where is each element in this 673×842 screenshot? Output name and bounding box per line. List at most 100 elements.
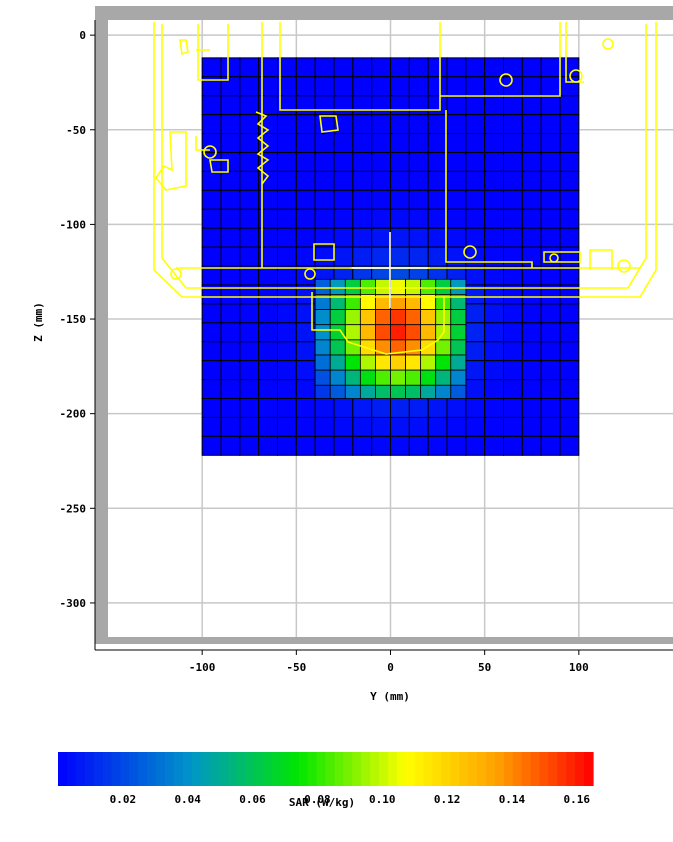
area-scan-cell bbox=[446, 208, 467, 229]
area-scan-cell bbox=[201, 57, 222, 78]
area-scan-cell bbox=[333, 57, 354, 78]
area-scan-cell bbox=[352, 435, 373, 456]
zoom-scan-cell bbox=[329, 369, 346, 386]
area-scan-cell bbox=[446, 398, 467, 418]
colorbar-segment bbox=[539, 752, 550, 786]
area-scan-cell bbox=[352, 416, 373, 437]
colorbar-tick-label: 0.02 bbox=[110, 793, 137, 806]
zoom-scan-cell bbox=[405, 324, 422, 341]
area-scan-cell bbox=[352, 95, 373, 116]
phone-outline-path bbox=[153, 22, 657, 298]
colorbar-title: SAR (W/kg) bbox=[289, 796, 355, 809]
area-scan-cell bbox=[258, 398, 278, 418]
area-scan-cell bbox=[277, 322, 297, 343]
area-scan-cell bbox=[201, 208, 222, 229]
area-scan-cell bbox=[258, 416, 278, 437]
area-scan-cell bbox=[484, 189, 504, 210]
colorbar-segment bbox=[236, 752, 246, 786]
colorbar-segment bbox=[414, 752, 425, 786]
area-scan-cell bbox=[559, 208, 580, 229]
area-scan-cell bbox=[239, 57, 260, 78]
area-scan-cell bbox=[371, 151, 391, 172]
area-scan-cell bbox=[239, 435, 260, 456]
colorbar-segment bbox=[245, 752, 255, 786]
phone-outline-circle bbox=[549, 253, 559, 263]
area-scan-cell bbox=[521, 208, 542, 229]
colorbar-segment bbox=[432, 752, 443, 786]
area-scan-cell bbox=[352, 208, 373, 229]
colorbar-segment bbox=[102, 752, 113, 786]
area-scan-cell bbox=[540, 265, 561, 286]
area-scan-cell bbox=[484, 151, 504, 172]
area-scan-cell bbox=[314, 170, 335, 191]
area-scan-cell bbox=[352, 133, 373, 153]
area-scan-cell bbox=[277, 303, 297, 324]
x-tick-label: 100 bbox=[569, 661, 589, 674]
colorbar-segment bbox=[530, 752, 541, 786]
area-scan-cell bbox=[220, 189, 241, 210]
colorbar-segment bbox=[58, 752, 68, 786]
colorbar: 0.02 0.04 0.06 0.08 0.10 0.12 0.14 0.16 bbox=[58, 752, 594, 806]
y-tick-label: -300 bbox=[60, 597, 87, 610]
zoom-scan-cell bbox=[390, 369, 406, 386]
area-scan-cell bbox=[220, 303, 241, 324]
area-scan-cell bbox=[503, 151, 523, 172]
area-scan-cell bbox=[239, 416, 260, 437]
area-scan-cell bbox=[521, 416, 542, 437]
area-scan-cell bbox=[521, 76, 542, 97]
colorbar-segment bbox=[120, 752, 130, 786]
colorbar-segment bbox=[182, 752, 193, 786]
area-scan-cell bbox=[333, 246, 354, 267]
colorbar-segment bbox=[361, 752, 371, 786]
phone-outline-circle bbox=[602, 38, 614, 50]
zoom-scan-cell bbox=[359, 354, 376, 371]
area-scan-cell bbox=[427, 246, 448, 267]
area-scan-cell bbox=[540, 341, 561, 362]
area-scan-cell bbox=[484, 398, 504, 418]
colorbar-tick-label: 0.10 bbox=[369, 793, 396, 806]
area-scan-cell bbox=[239, 76, 260, 97]
area-scan-cell bbox=[503, 435, 523, 456]
area-scan-cell bbox=[314, 435, 335, 456]
probe-marker bbox=[352, 232, 428, 308]
area-scan-cell bbox=[521, 133, 542, 153]
area-scan-cell bbox=[239, 322, 260, 343]
area-scan-cell bbox=[408, 189, 429, 210]
area-scan-cell bbox=[465, 303, 486, 324]
area-scan-cell bbox=[295, 360, 316, 381]
area-scan-cell bbox=[277, 170, 297, 191]
colorbar-segment bbox=[298, 752, 309, 786]
phone-outline-path bbox=[589, 249, 613, 270]
area-scan-cell bbox=[540, 398, 561, 418]
phone-outline-circle bbox=[569, 69, 583, 83]
zoom-scan-cell bbox=[314, 324, 331, 341]
area-scan-cell bbox=[371, 76, 391, 97]
area-scan-cell bbox=[521, 227, 542, 248]
area-scan-cell bbox=[540, 57, 561, 78]
colorbar-segment bbox=[575, 752, 585, 786]
area-scan-cell bbox=[465, 360, 486, 381]
area-scan-cell bbox=[239, 170, 260, 191]
area-scan-cell bbox=[559, 95, 580, 116]
colorbar-segment bbox=[459, 752, 469, 786]
area-scan-cell bbox=[559, 246, 580, 267]
area-scan-cell bbox=[503, 133, 523, 153]
area-scan-cell bbox=[352, 57, 373, 78]
area-scan-cell bbox=[295, 76, 316, 97]
colorbar-segment bbox=[334, 752, 344, 786]
zoom-scan-cell bbox=[359, 369, 376, 386]
area-scan-cell bbox=[540, 360, 561, 381]
zoom-scan-cell bbox=[405, 354, 422, 371]
area-scan-cell bbox=[408, 246, 429, 267]
area-scan-cell bbox=[559, 360, 580, 381]
y-tick-label: -100 bbox=[60, 218, 87, 231]
area-scan-cell bbox=[201, 227, 222, 248]
zoom-scan-cell bbox=[375, 369, 391, 386]
colorbar-segment bbox=[147, 752, 157, 786]
colorbar-tick-label: 0.12 bbox=[434, 793, 461, 806]
area-scan-cell bbox=[484, 170, 504, 191]
area-scan-cell bbox=[295, 57, 316, 78]
area-scan-cell bbox=[503, 360, 523, 381]
area-scan-cell bbox=[220, 416, 241, 437]
area-scan-cell bbox=[239, 360, 260, 381]
